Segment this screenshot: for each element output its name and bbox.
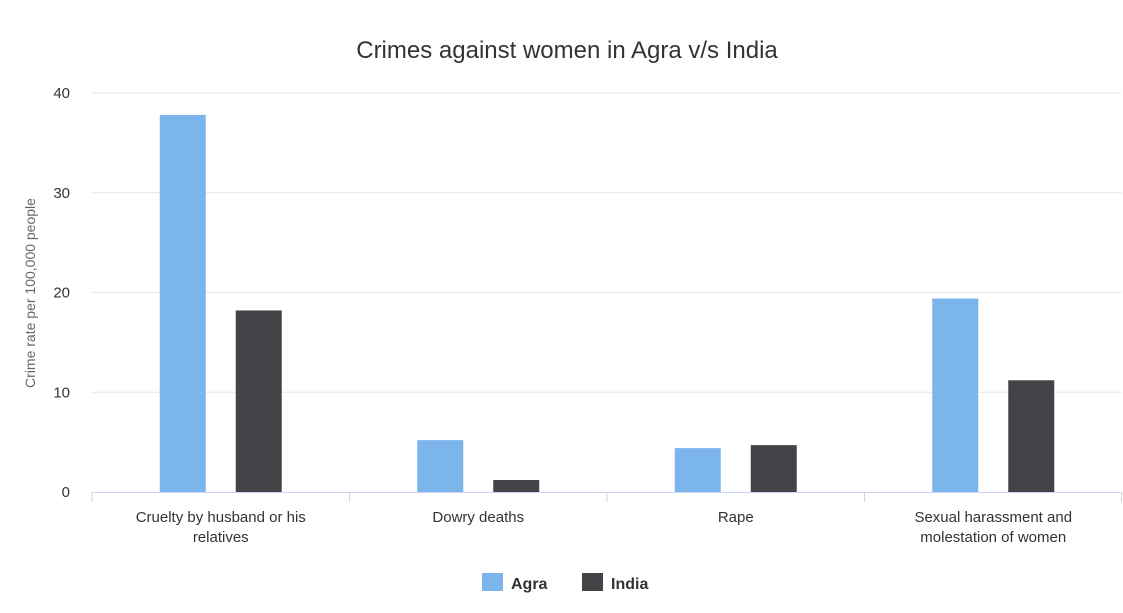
x-category-label: Dowry deaths <box>432 509 524 526</box>
y-tick-label: 10 <box>53 384 70 401</box>
x-category-label: Sexual harassment and <box>914 509 1072 526</box>
x-axis-categories: Cruelty by husband or his relatives Dowry … <box>136 509 1072 546</box>
legend-label-agra[interactable]: Agra <box>511 576 548 593</box>
x-category-label: relatives <box>193 529 249 546</box>
legend-swatch-agra[interactable] <box>482 573 503 591</box>
legend[interactable]: Agra India <box>482 573 648 593</box>
y-tick-label: 30 <box>53 185 70 202</box>
bar-agra-3[interactable] <box>932 298 979 492</box>
chart-title: Crimes against women in Agra v/s India <box>356 37 778 64</box>
y-axis-label: Crime rate per 100,000 people <box>22 198 38 388</box>
bar-agra-1[interactable] <box>417 440 464 492</box>
bar-india-3[interactable] <box>1008 380 1055 492</box>
bars <box>159 114 1055 492</box>
y-axis-ticks: 0 10 20 30 40 <box>53 85 70 501</box>
y-tick-label: 0 <box>62 484 70 501</box>
bar-india-2[interactable] <box>750 445 797 492</box>
x-axis <box>91 492 1122 502</box>
legend-label-india[interactable]: India <box>611 576 648 593</box>
legend-swatch-india[interactable] <box>582 573 603 591</box>
x-category-label: molestation of women <box>920 529 1066 546</box>
bar-india-1[interactable] <box>493 480 540 492</box>
bar-agra-2[interactable] <box>674 448 721 492</box>
bar-india-0[interactable] <box>235 310 282 492</box>
y-tick-label: 40 <box>53 85 70 102</box>
y-tick-label: 20 <box>53 285 70 302</box>
bar-agra-0[interactable] <box>159 114 206 492</box>
x-category-label: Cruelty by husband or his <box>136 509 306 526</box>
x-category-label: Rape <box>718 509 754 526</box>
